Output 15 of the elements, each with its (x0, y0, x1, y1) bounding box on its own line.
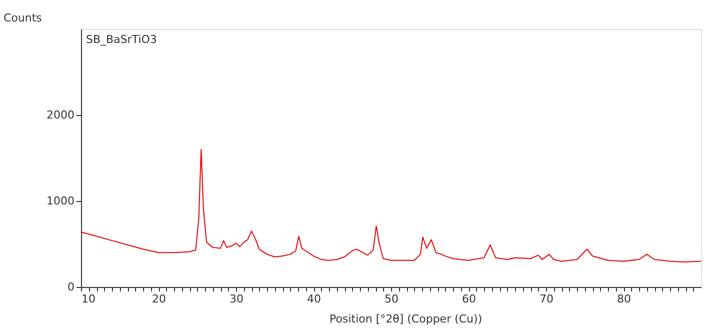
x-tick-label: 30 (230, 292, 244, 306)
x-tick-label: 70 (540, 292, 554, 306)
x-tick-label: 50 (384, 292, 398, 306)
x-axis-title: Position [°2θ] (Copper (Cu)) (330, 312, 482, 326)
x-tick-label: 40 (307, 292, 321, 306)
x-tick-label: 80 (617, 292, 631, 306)
annotation: SB_BaSrTiO3 (86, 33, 157, 46)
line-series (80, 148, 702, 263)
y-tick-label: 1000 (46, 194, 74, 208)
y-tick-label: 2000 (46, 108, 74, 122)
x-tick-label: 20 (152, 292, 166, 306)
y-axis-title: Counts (4, 12, 42, 24)
y-tick-label: 0 (68, 280, 74, 294)
x-tick-label: 10 (82, 292, 96, 306)
x-tick-label: 60 (462, 292, 476, 306)
